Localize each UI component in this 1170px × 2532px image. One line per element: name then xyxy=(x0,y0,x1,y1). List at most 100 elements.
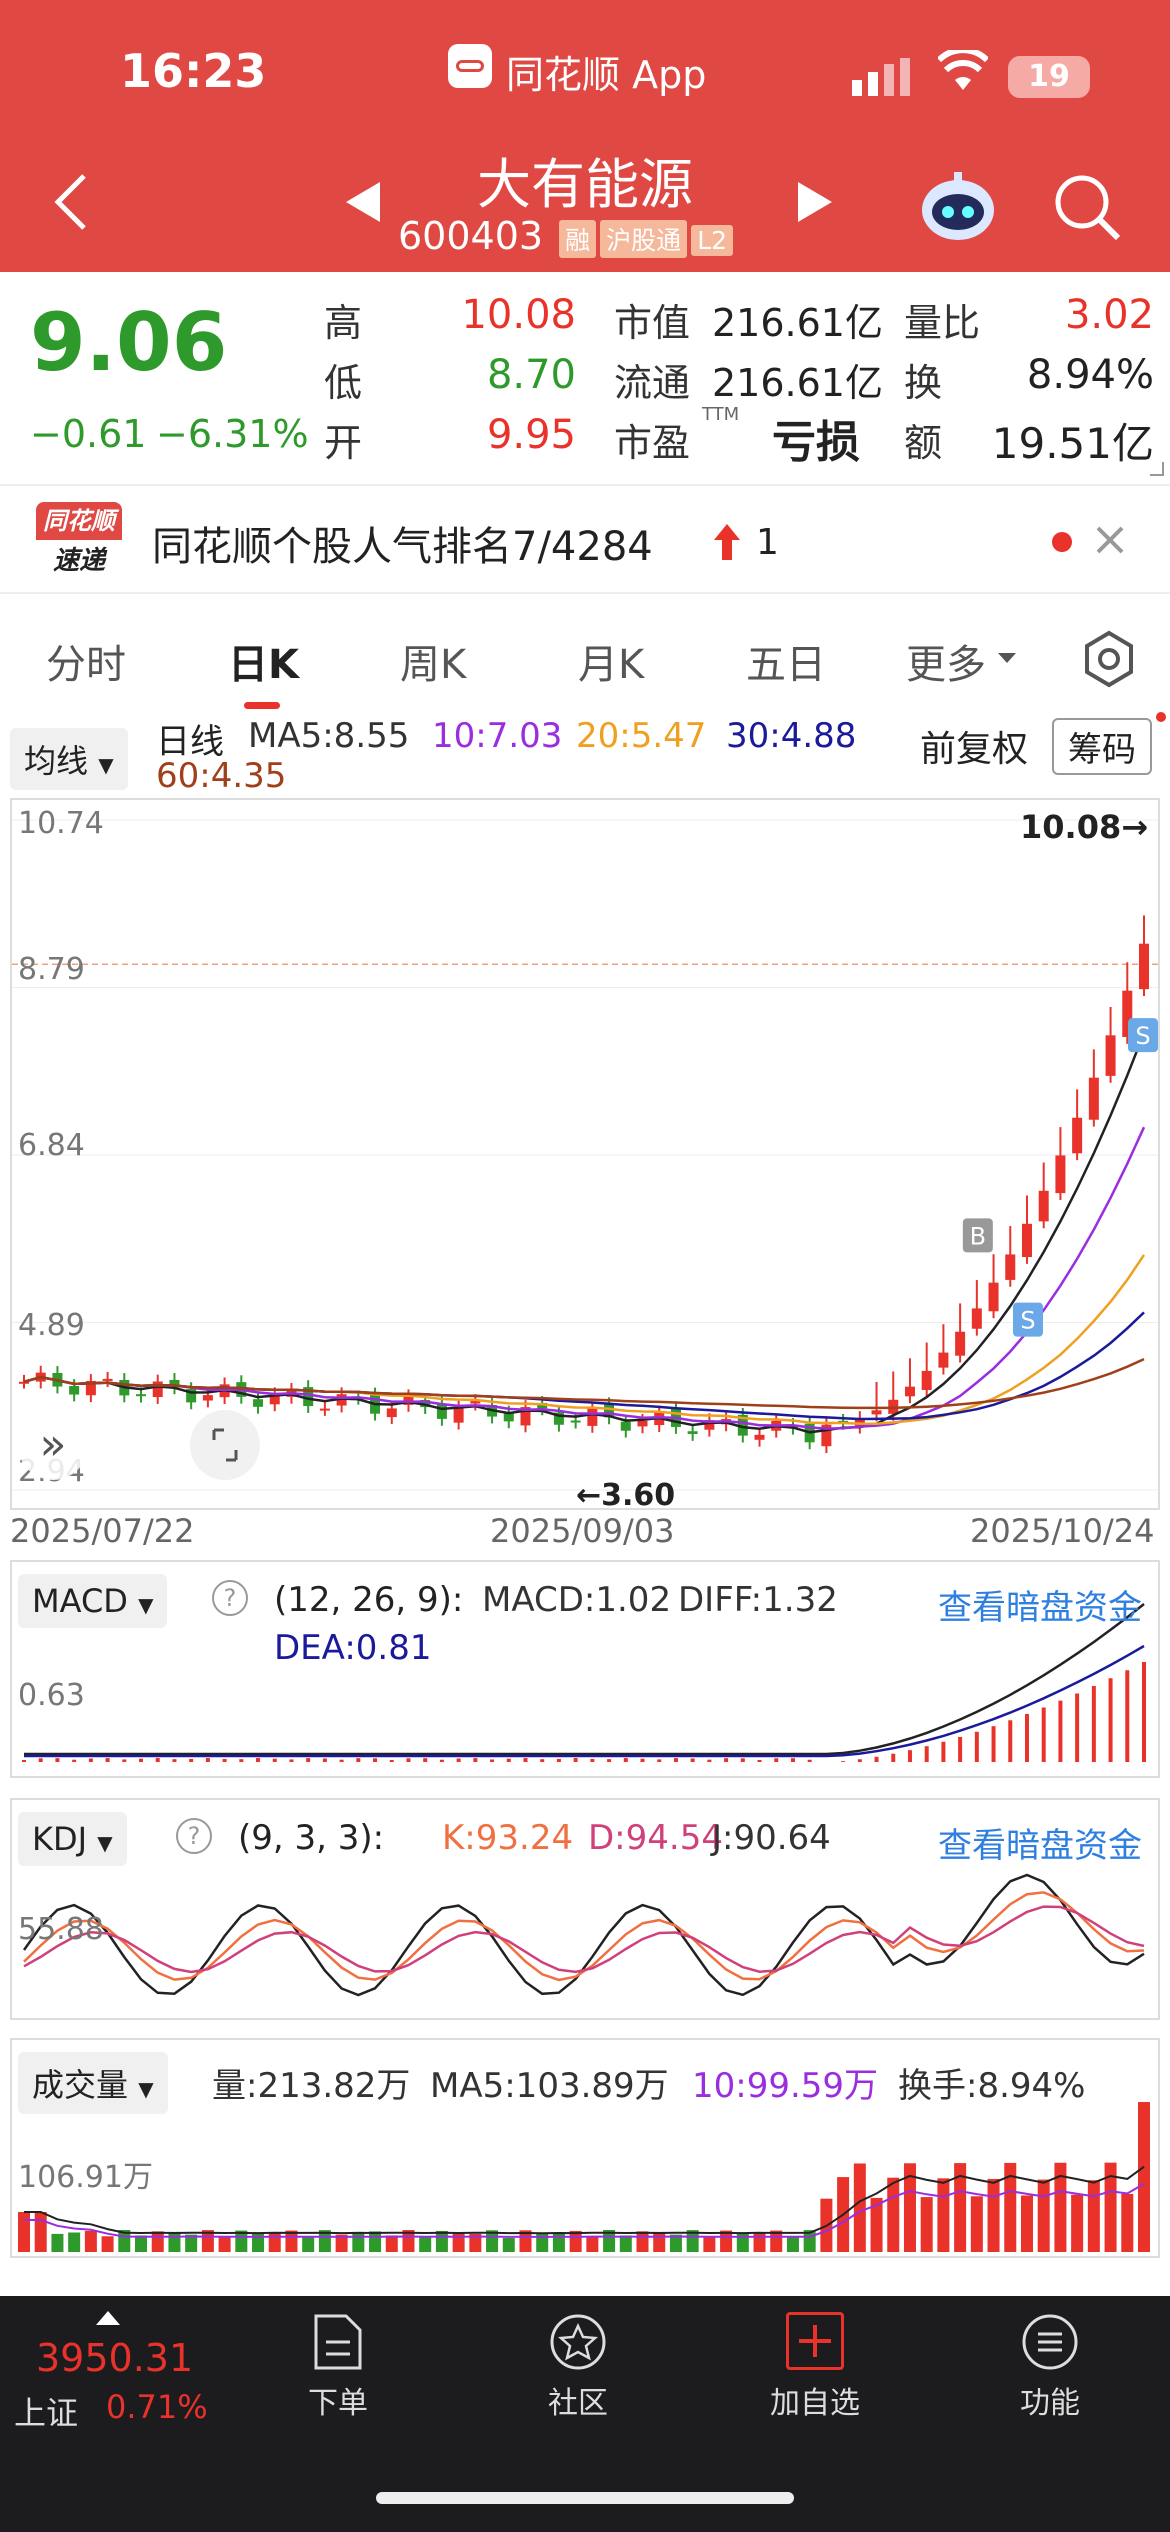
high-label: 高 xyxy=(324,301,363,345)
collapse-left-icon[interactable]: » xyxy=(18,1410,88,1480)
candle-body xyxy=(988,1282,999,1312)
candle-body xyxy=(1088,1077,1099,1120)
help-icon[interactable]: ? xyxy=(212,1580,248,1616)
kdj-dropdown[interactable]: KDJ ▼ xyxy=(18,1812,127,1866)
candle-body xyxy=(336,1394,347,1406)
current-price: 9.06 xyxy=(30,296,227,389)
volume-bar xyxy=(51,2233,64,2252)
tab-monthly-k[interactable]: 月K xyxy=(578,642,645,688)
volume-bar xyxy=(1020,2195,1033,2252)
buy-marker-icon xyxy=(962,1218,993,1253)
nav-community-label[interactable]: 社区 xyxy=(548,2386,608,2421)
back-icon[interactable] xyxy=(50,172,90,232)
kdj-panel[interactable]: KDJ ▼ ? (9, 3, 3): K:93.24 D:94.54 J:90.… xyxy=(10,1798,1160,2020)
volume-bar xyxy=(502,2237,515,2252)
tab-intraday[interactable]: 分时 xyxy=(46,642,126,688)
volume-bar xyxy=(736,2233,749,2252)
candle-body xyxy=(169,1379,180,1388)
fullscreen-icon[interactable] xyxy=(190,1410,260,1480)
next-stock-icon[interactable] xyxy=(796,180,836,224)
candle-body xyxy=(537,1402,548,1409)
volume-bar xyxy=(1104,2162,1117,2252)
adjust-label[interactable]: 前复权 xyxy=(920,729,1029,770)
macd-chevron-down-icon: ▼ xyxy=(138,1593,154,1617)
app-logo-icon xyxy=(448,44,492,88)
index-up-icon xyxy=(96,2310,120,2325)
ma-chevron-down-icon: ▼ xyxy=(98,753,114,777)
amount-label: 额 xyxy=(904,421,943,465)
macd-panel[interactable]: MACD ▼ ? (12, 26, 9): MACD:1.02 DIFF:1.3… xyxy=(10,1560,1160,1778)
kline-panel[interactable]: BSS 10.74 8.79 6.84 4.89 2.94 10.08→ ←3.… xyxy=(10,798,1160,1513)
volume-panel[interactable]: 成交量 ▼ 量:213.82万 MA5:103.89万 10:99.59万 换手… xyxy=(10,2038,1160,2258)
speed-news-logo: 同花顺 速递 xyxy=(36,502,122,582)
volume-bar xyxy=(419,2236,432,2252)
volume-dropdown[interactable]: 成交量 ▼ xyxy=(18,2052,168,2114)
tab-more[interactable]: 更多 xyxy=(906,642,986,688)
volume-bar xyxy=(970,2196,983,2252)
search-icon[interactable] xyxy=(1052,172,1122,242)
home-indicator[interactable] xyxy=(376,2492,794,2504)
float-value: 216.61亿 xyxy=(712,361,883,405)
candle-body xyxy=(570,1420,581,1423)
volume-bar xyxy=(753,2233,766,2252)
tab-weekly-k[interactable]: 周K xyxy=(400,642,467,688)
add-watchlist-icon[interactable] xyxy=(786,2312,844,2370)
functions-icon[interactable] xyxy=(1020,2312,1080,2372)
volume-bar xyxy=(335,2234,348,2252)
settings-icon[interactable] xyxy=(1080,630,1138,688)
high-value: 10.08 xyxy=(461,292,576,338)
news-text: 同花顺个股人气排名7/4284 xyxy=(152,524,653,570)
volume-bar xyxy=(519,2230,532,2252)
nav-add-watchlist-label[interactable]: 加自选 xyxy=(770,2386,860,2421)
logo-top-text: 同花顺 xyxy=(36,502,122,540)
mcap-label: 市值 xyxy=(614,301,691,345)
order-icon[interactable] xyxy=(310,2312,366,2372)
close-icon[interactable] xyxy=(1092,522,1128,558)
candle-body xyxy=(553,1412,564,1425)
volume-bar xyxy=(1071,2194,1084,2252)
candle-body xyxy=(620,1421,631,1431)
volume-bar xyxy=(920,2197,933,2252)
chips-button[interactable]: 筹码 xyxy=(1052,718,1152,775)
candle-body xyxy=(470,1401,481,1404)
candle-body xyxy=(737,1414,748,1436)
volume-bar xyxy=(669,2234,682,2252)
stock-code: 600403 xyxy=(398,214,544,258)
dea-value: DEA:0.81 xyxy=(274,1628,432,1668)
index-value[interactable]: 3950.31 xyxy=(36,2336,194,2380)
nav-order-label[interactable]: 下单 xyxy=(308,2386,368,2421)
tab-daily-k[interactable]: 日K xyxy=(228,642,299,688)
macd-dropdown[interactable]: MACD ▼ xyxy=(18,1574,168,1628)
nav-functions-label[interactable]: 功能 xyxy=(1020,2386,1080,2421)
macd-dark-pool-link[interactable]: 查看暗盘资金 xyxy=(938,1588,1142,1628)
tab-five-day[interactable]: 五日 xyxy=(746,642,826,688)
candle-body xyxy=(1038,1190,1049,1222)
news-banner[interactable]: 同花顺 速递 同花顺个股人气排名7/4284 1 xyxy=(0,484,1170,594)
turnover-label: 换 xyxy=(904,361,943,405)
dea-line xyxy=(24,1644,1145,1758)
help-icon[interactable]: ? xyxy=(176,1818,212,1854)
index-pct: 0.71% xyxy=(106,2388,208,2426)
volume-ma10-line xyxy=(24,2182,1145,2239)
volume-ratio-label: 量比 xyxy=(904,301,981,345)
community-icon[interactable] xyxy=(546,2312,610,2372)
volume-bar xyxy=(653,2231,666,2252)
candle-body xyxy=(955,1331,966,1356)
volume-bar xyxy=(1138,2102,1150,2252)
prev-stock-icon[interactable] xyxy=(342,180,382,224)
diff-line xyxy=(24,1603,1145,1756)
volume-bar xyxy=(1087,2180,1100,2252)
candle-body xyxy=(604,1404,615,1418)
rank-change: 1 xyxy=(756,522,779,563)
expand-corner-icon[interactable] xyxy=(1150,462,1164,476)
chips-dot-icon xyxy=(1156,712,1166,722)
robot-assistant-icon[interactable] xyxy=(918,170,998,244)
volume-bar xyxy=(135,2235,148,2252)
volume-dropdown-label: 成交量 xyxy=(32,2066,129,2104)
candle-body xyxy=(687,1431,698,1434)
kdj-dark-pool-link[interactable]: 查看暗盘资金 xyxy=(938,1826,1142,1866)
candle-body xyxy=(102,1378,113,1381)
stock-code-row: 600403 融沪股通 L2 xyxy=(398,214,734,258)
sell-marker-icon xyxy=(1012,1302,1043,1337)
ma-dropdown[interactable]: 均线 ▼ xyxy=(10,728,128,790)
